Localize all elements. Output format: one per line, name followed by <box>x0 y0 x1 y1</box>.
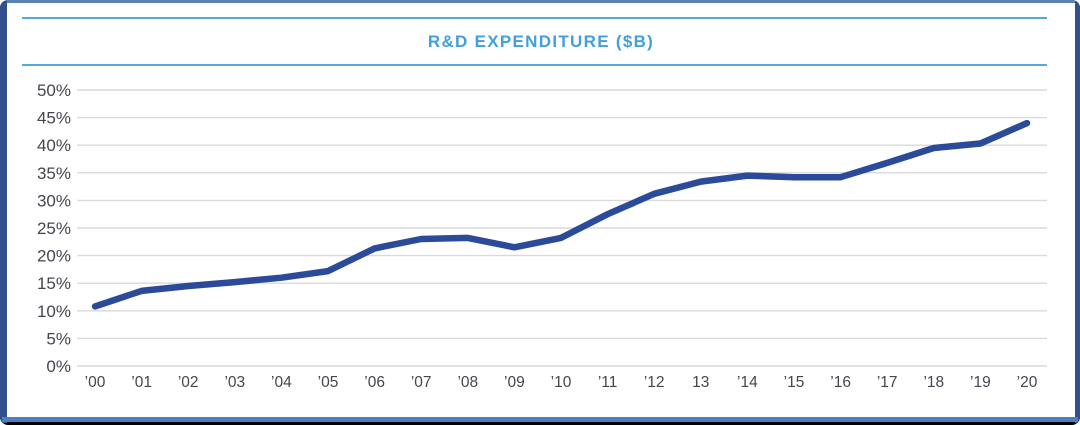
chart-title: R&D EXPENDITURE ($B) <box>427 32 655 51</box>
x-tick-label: ’09 <box>504 374 525 391</box>
y-tick-label: 15% <box>37 274 71 293</box>
x-tick-label: 13 <box>692 374 709 391</box>
y-tick-label: 30% <box>37 191 71 210</box>
x-tick-label: ’04 <box>271 374 292 391</box>
data-line <box>91 119 1031 310</box>
x-tick-label: ’08 <box>457 374 478 391</box>
y-tick-label: 35% <box>37 164 71 183</box>
y-tick-label: 10% <box>37 302 71 321</box>
x-tick-label: ’10 <box>551 374 572 391</box>
frame-bottom-border <box>2 417 1078 422</box>
y-tick-label: 40% <box>37 136 71 155</box>
x-tick-label: ’17 <box>877 374 898 391</box>
chart-canvas: 0% 5% 10% 15% 20% 25% 30% 35% 40% 45% 50% ’00 ’01 ’02… <box>37 81 1047 391</box>
x-tick-label: ’00 <box>85 374 106 391</box>
x-tick-label: ’19 <box>970 374 991 391</box>
y-tick-label: 45% <box>37 109 71 128</box>
title-rule-bottom <box>22 64 1047 66</box>
frame-left-border <box>0 1 7 423</box>
x-tick-label: ’15 <box>784 374 805 391</box>
x-tick-label: ’02 <box>178 374 199 391</box>
y-tick-label: 5% <box>46 329 71 348</box>
y-tick-label: 50% <box>37 81 71 100</box>
x-tick-label: ’16 <box>830 374 851 391</box>
y-tick-label: 0% <box>46 357 71 376</box>
x-tick-label: ’03 <box>224 374 245 391</box>
y-tick-label: 25% <box>37 219 71 238</box>
x-tick-label: ’06 <box>364 374 385 391</box>
x-tick-label: ’18 <box>923 374 944 391</box>
y-tick-label: 20% <box>37 247 71 266</box>
title-rule-top <box>22 17 1047 19</box>
x-tick-label: ’20 <box>1017 374 1038 391</box>
frame-top-border <box>0 0 1080 3</box>
chart-card: R&D EXPENDITURE ($B) 0% 5% 10% 15% 20% 25% 30%… <box>7 3 1075 417</box>
x-tick-label: ’05 <box>318 374 339 391</box>
x-tick-label: ’01 <box>131 374 152 391</box>
x-tick-label: ’07 <box>411 374 432 391</box>
x-tick-label: ’12 <box>644 374 665 391</box>
x-tick-label: ’14 <box>737 374 758 391</box>
frame-right-border <box>1075 1 1080 423</box>
x-tick-label: ’11 <box>598 374 618 391</box>
